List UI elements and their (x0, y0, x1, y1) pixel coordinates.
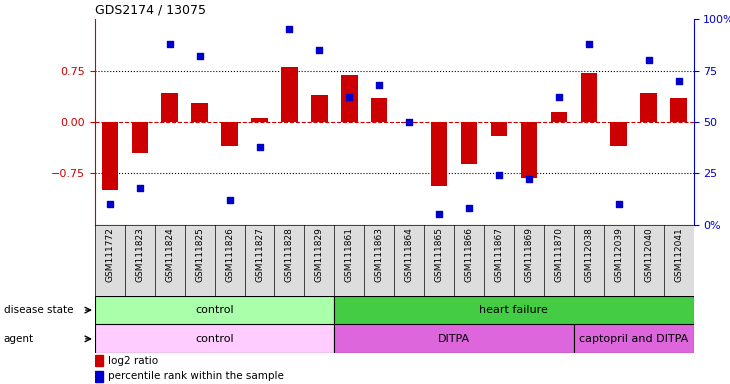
Text: GSM111772: GSM111772 (105, 227, 115, 281)
Text: GSM111865: GSM111865 (434, 227, 444, 282)
Bar (610, 122, 627, 146)
Point (613, 201, 625, 207)
Text: GSM111866: GSM111866 (464, 227, 474, 282)
Point (643, 57, 655, 63)
Point (104, 201, 116, 207)
Bar (101, 122, 118, 190)
Text: DITPA: DITPA (438, 334, 470, 344)
Text: GDS2174 / 13075: GDS2174 / 13075 (95, 3, 206, 17)
Point (523, 176, 534, 182)
Bar (221, 122, 238, 146)
Point (403, 119, 415, 125)
Text: disease state: disease state (4, 305, 73, 315)
Bar (95, 296, 334, 324)
Point (553, 94, 565, 100)
Bar (251, 119, 268, 122)
Bar (191, 103, 208, 122)
Bar (401, 122, 418, 123)
Text: GSM112039: GSM112039 (614, 227, 623, 281)
Bar (95, 356, 103, 366)
Bar (580, 73, 597, 122)
Point (434, 211, 445, 217)
Point (583, 41, 595, 47)
Bar (574, 324, 693, 353)
Text: GSM111861: GSM111861 (345, 227, 354, 282)
Point (493, 172, 505, 179)
Text: GSM111827: GSM111827 (255, 227, 264, 281)
Text: agent: agent (4, 334, 34, 344)
Bar (431, 122, 447, 185)
Bar (334, 324, 574, 353)
Bar (550, 112, 567, 122)
Text: control: control (196, 305, 234, 315)
Text: GSM111864: GSM111864 (404, 227, 414, 281)
Bar (461, 122, 477, 164)
Bar (640, 93, 657, 122)
Bar (491, 122, 507, 136)
Text: GSM111828: GSM111828 (285, 227, 294, 281)
Point (134, 185, 146, 191)
Text: GSM111829: GSM111829 (315, 227, 324, 281)
Bar (131, 122, 148, 153)
Text: control: control (196, 334, 234, 344)
Text: log2 ratio: log2 ratio (108, 356, 158, 366)
Text: GSM111826: GSM111826 (225, 227, 234, 281)
Bar (371, 98, 388, 122)
Text: GSM111823: GSM111823 (135, 227, 145, 281)
Text: GSM111863: GSM111863 (374, 227, 384, 282)
Point (194, 53, 206, 59)
Text: heart failure: heart failure (480, 305, 548, 315)
Text: GSM111867: GSM111867 (494, 227, 504, 282)
Point (374, 82, 385, 88)
Point (464, 205, 475, 211)
Point (254, 144, 266, 150)
Text: GSM112040: GSM112040 (644, 227, 653, 281)
Text: percentile rank within the sample: percentile rank within the sample (108, 371, 284, 381)
Point (224, 197, 236, 203)
Bar (95, 324, 334, 353)
Text: GSM112041: GSM112041 (674, 227, 683, 281)
Bar (520, 122, 537, 178)
Bar (670, 98, 687, 122)
Point (673, 78, 685, 84)
Point (344, 94, 356, 100)
Text: GSM111825: GSM111825 (195, 227, 204, 281)
Text: GSM112038: GSM112038 (584, 227, 593, 281)
Bar (341, 75, 358, 122)
Text: GSM111824: GSM111824 (165, 227, 174, 281)
Bar (334, 296, 694, 324)
Bar (95, 371, 103, 382)
Text: captopril and DITPA: captopril and DITPA (579, 334, 688, 344)
Point (284, 26, 296, 33)
Text: GSM111869: GSM111869 (524, 227, 534, 282)
Bar (311, 94, 328, 122)
Point (164, 41, 176, 47)
Bar (281, 67, 298, 122)
Bar (161, 93, 178, 122)
Text: GSM111870: GSM111870 (554, 227, 564, 282)
Point (314, 47, 326, 53)
